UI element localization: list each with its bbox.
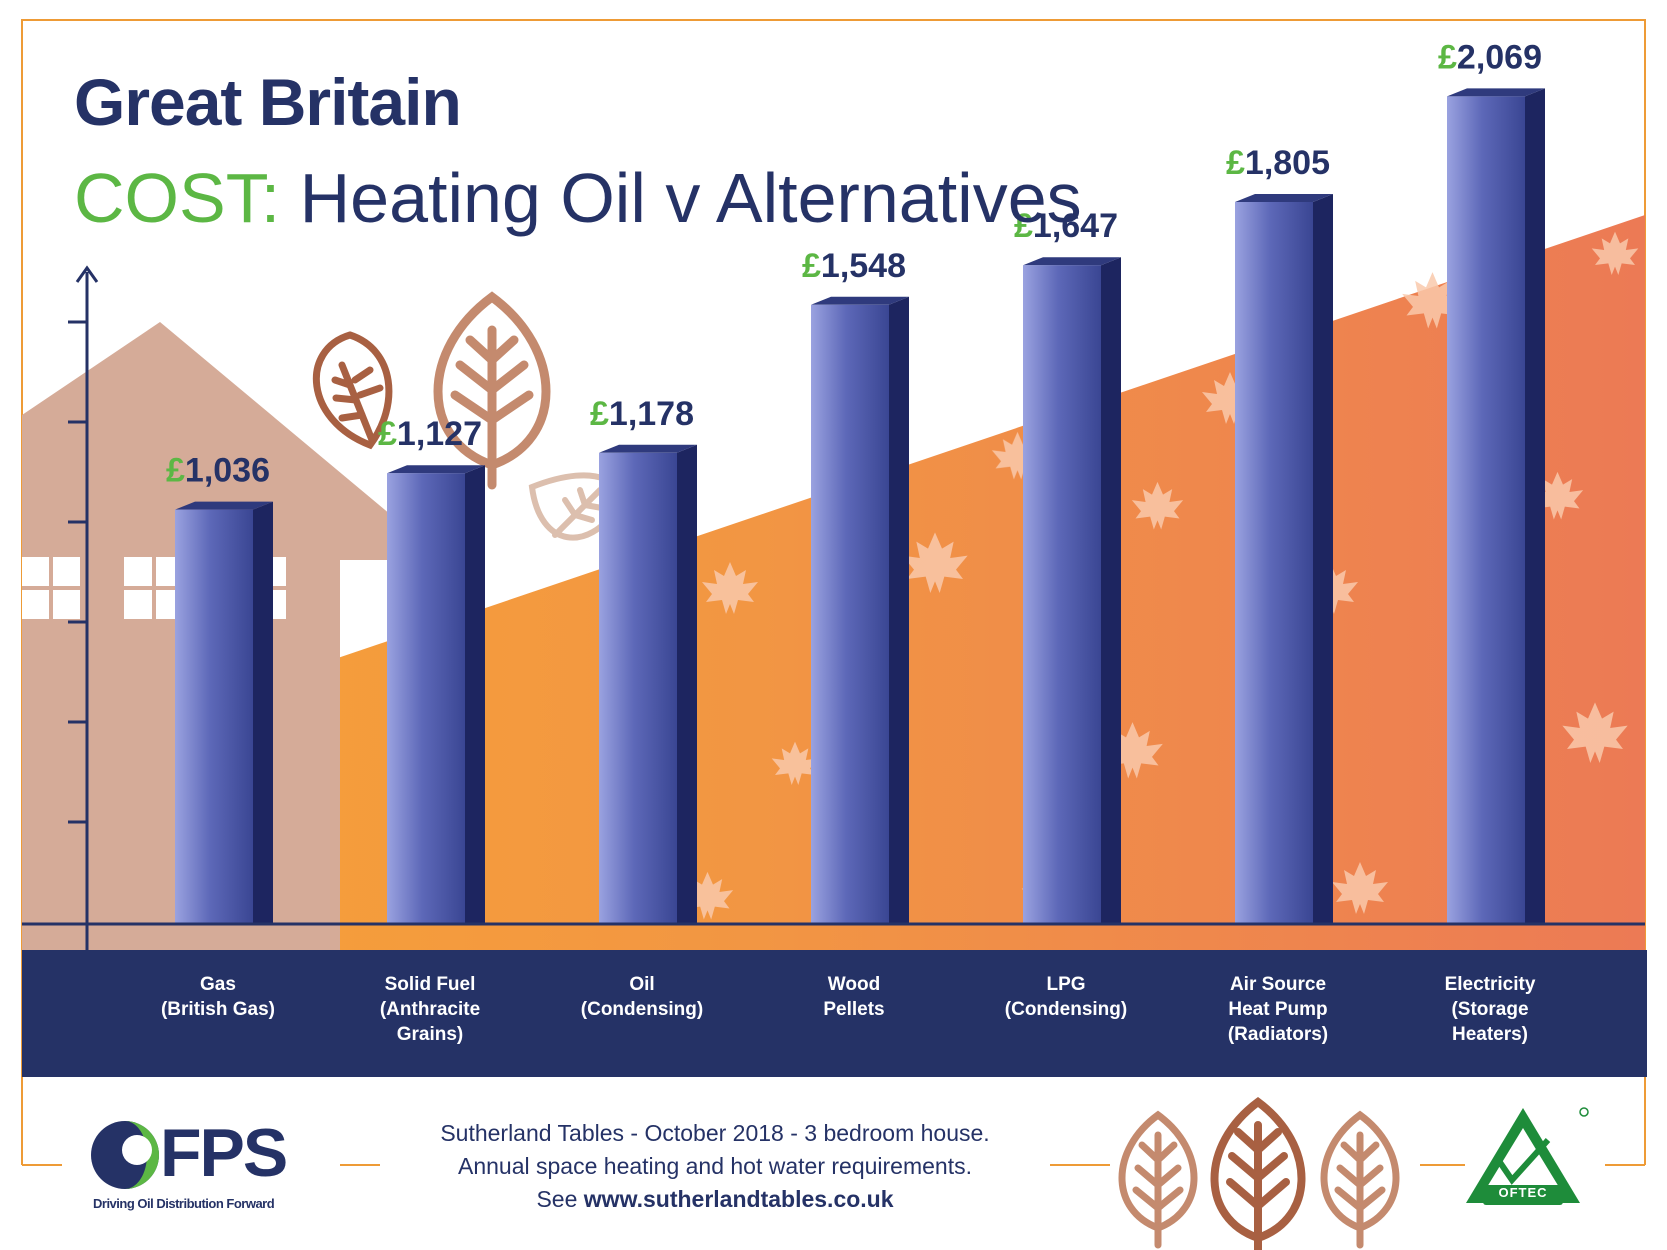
bar-front: [811, 304, 889, 924]
bar-top: [599, 444, 697, 453]
bar-group: [175, 88, 1545, 924]
source-url-link[interactable]: www.sutherlandtables.co.uk: [583, 1186, 894, 1212]
bar-top: [811, 296, 909, 305]
bar-1: [175, 501, 273, 924]
bar-side: [889, 296, 909, 924]
fps-logo-text: FPS: [160, 1115, 288, 1191]
source-line-3: See www.sutherlandtables.co.uk: [370, 1183, 1060, 1216]
category-band: [22, 950, 1647, 1077]
oftec-logo: [1466, 1107, 1589, 1205]
value-label: £1,127: [378, 415, 482, 453]
bar-side: [1525, 88, 1545, 924]
bar-top: [1235, 194, 1333, 202]
category-label: Electricity (Storage Heaters): [1444, 974, 1536, 1045]
bar-front: [1447, 96, 1525, 924]
bar-top: [1023, 257, 1121, 266]
bar-2: [387, 465, 485, 924]
chart-subtitle: COST: Heating Oil v Alternatives: [74, 158, 1082, 238]
bar-side: [253, 501, 273, 924]
fps-logo-mark: [91, 1121, 159, 1189]
value-label: £1,805: [1226, 144, 1330, 182]
source-see: See: [536, 1186, 584, 1212]
category-label: Solid Fuel (Anthracite Grains): [379, 974, 481, 1045]
bar-front: [1023, 265, 1101, 924]
bar-5: [1023, 257, 1121, 924]
page-title: Great Britain: [74, 65, 462, 139]
category-label: Air Source Heat Pump (Radiators): [1227, 974, 1329, 1045]
category-label: Oil (Condensing): [580, 974, 704, 1020]
subtitle-text: Heating Oil v Alternatives: [299, 159, 1082, 237]
oftec-logo-text: OFTEC: [1498, 1185, 1548, 1200]
footer-leaf-icons: [1118, 1097, 1400, 1250]
bar-4: [811, 296, 909, 924]
value-label: £1,036: [166, 452, 270, 490]
bar-side: [1101, 257, 1121, 924]
category-label: Gas (British Gas): [160, 974, 276, 1020]
value-label: £1,178: [590, 395, 694, 433]
bar-7: [1447, 88, 1545, 924]
value-label: £1,548: [802, 247, 906, 285]
decorative-leaf-icons: [312, 291, 622, 541]
source-note: Sutherland Tables - October 2018 - 3 bed…: [370, 1117, 1060, 1216]
category-label: Wood Pellets: [823, 974, 885, 1020]
bar-side: [677, 444, 697, 924]
source-line-2: Annual space heating and hot water requi…: [458, 1153, 972, 1179]
bar-front: [175, 509, 253, 924]
bar-front: [599, 452, 677, 924]
value-label: £1,647: [1014, 207, 1118, 245]
bar-side: [1313, 194, 1333, 924]
bar-front: [1235, 202, 1313, 924]
source-line-1: Sutherland Tables - October 2018 - 3 bed…: [440, 1120, 990, 1146]
fps-tagline: Driving Oil Distribution Forward: [93, 1196, 275, 1211]
y-axis: [68, 265, 99, 955]
value-label: £2,069: [1438, 38, 1542, 76]
bar-side: [465, 465, 485, 924]
bar-top: [387, 465, 485, 474]
value-label-group: £1,036 £1,127 £1,178 £1,548 £1,647 £1,805 £2,0…: [166, 38, 1542, 489]
category-label: LPG (Condensing): [1004, 974, 1128, 1020]
bar-top: [1447, 88, 1545, 97]
bar-3: [599, 444, 697, 924]
bar-top: [175, 501, 273, 510]
bar-front: [387, 473, 465, 924]
bar-6: [1235, 194, 1333, 924]
subtitle-prefix: COST:: [74, 159, 281, 237]
